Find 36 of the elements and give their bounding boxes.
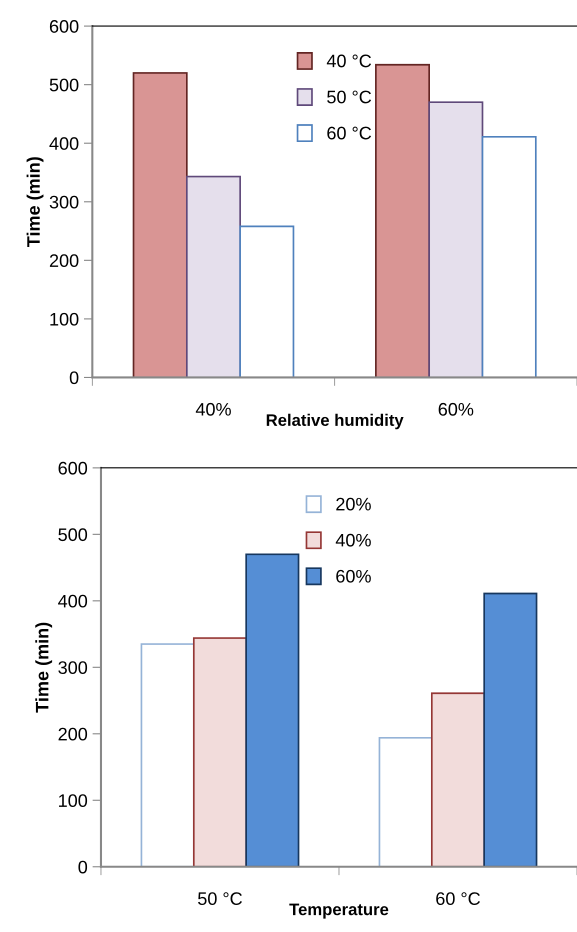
- y-tick-label: 400: [58, 594, 88, 608]
- y-tick-label: 300: [58, 661, 88, 674]
- y-tick-label: 200: [50, 254, 78, 268]
- bar: [430, 692, 486, 867]
- bar: [378, 736, 433, 867]
- y-tick-label: 0: [70, 371, 78, 384]
- legend-label: 60%: [336, 570, 371, 583]
- y-tick-label: 100: [59, 794, 88, 807]
- legend-label: 50 °C: [327, 90, 372, 104]
- bar: [132, 72, 188, 378]
- y-tick-label: 0: [78, 860, 88, 874]
- bar: [140, 643, 195, 867]
- bar: [245, 553, 300, 867]
- y-tick-label: 100: [50, 312, 78, 326]
- y-tick-label: 600: [50, 20, 78, 33]
- bar: [375, 64, 430, 378]
- y-tick-label: 400: [49, 137, 78, 150]
- y-tick-label: 500: [58, 528, 88, 542]
- y-tick-label: 600: [58, 462, 88, 475]
- y-axis-title: Time (min): [35, 622, 52, 713]
- y-tick-label: 200: [58, 728, 88, 741]
- bar: [239, 226, 294, 378]
- legend-label: 60 °C: [327, 126, 372, 140]
- y-tick-label: 500: [50, 78, 78, 92]
- bar: [428, 101, 484, 378]
- x-axis-title: Relative humidity: [266, 414, 404, 430]
- y-axis-title: Time (min): [26, 157, 44, 248]
- y-tick-label: 300: [50, 196, 78, 208]
- bar: [482, 136, 537, 378]
- legend-label: 40%: [336, 534, 371, 547]
- bar: [483, 592, 538, 867]
- legend-label: 20%: [336, 498, 371, 511]
- x-axis-title: Temperature: [289, 904, 388, 919]
- legend-label: 40 °C: [326, 54, 372, 68]
- bar: [186, 176, 241, 378]
- bar: [192, 637, 247, 867]
